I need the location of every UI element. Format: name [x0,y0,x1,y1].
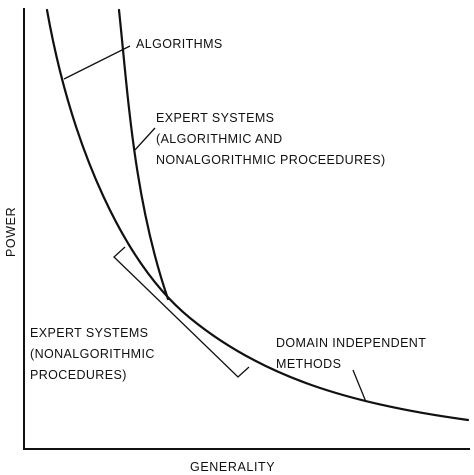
domain-independent-leader [352,369,367,403]
expert-systems-leader [133,127,156,152]
algorithms-curve [117,8,170,301]
nonalgorithmic-bracket [113,246,250,378]
domain-independent-curve [45,8,470,422]
label-expert-systems-1-line1: EXPERT SYSTEMS [156,111,274,125]
x-axis-label: GENERALITY [190,460,275,474]
label-expert-systems-2-line2: (NONALGORITHMIC [30,347,155,361]
label-expert-systems-2-line1: EXPERT SYSTEMS [30,326,148,340]
label-expert-systems-1-line2: (ALGORITHMIC AND [156,132,283,146]
label-domain-independent-line1: DOMAIN INDEPENDENT [276,336,426,350]
label-algorithms: ALGORITHMS [136,37,223,51]
algorithms-leader [63,45,131,80]
y-axis-label: POWER [4,207,18,257]
axes [23,8,470,450]
label-expert-systems-1-line3: NONALGORITHMIC PROCEEDURES) [156,153,386,167]
label-expert-systems-2-line3: PROCEDURES) [30,368,127,382]
label-domain-independent-line2: METHODS [276,357,341,371]
